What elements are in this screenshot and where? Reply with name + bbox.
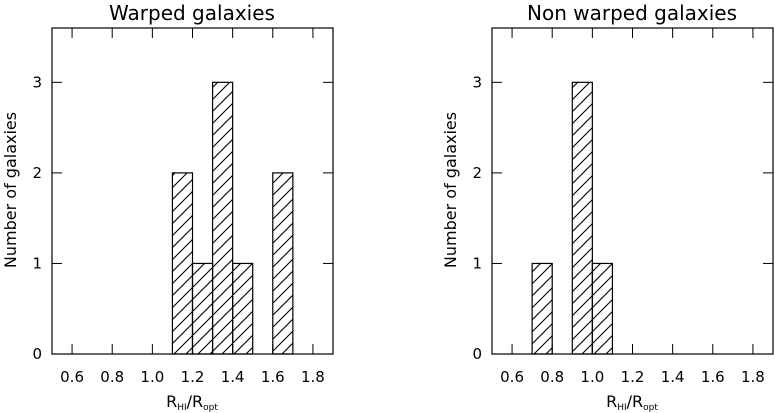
right-x-tick-label-7: 1.8 xyxy=(741,368,765,386)
right-x-tick-label-4: 1.2 xyxy=(621,368,645,386)
right-plot-area: 0.6 0.8 1.0 1.2 1.4 1.6 1.8 0 1 2 3 xyxy=(472,27,774,386)
left-bar-3 xyxy=(211,81,234,355)
right-x-axis-title-main2: R xyxy=(632,392,643,411)
left-plot-area: 0.6 0.8 1.0 1.2 1.4 1.6 1.8 0 1 2 3 xyxy=(32,27,334,386)
right-histogram: Non warped galaxies 0.6 0.8 1.0 1.2 1.4 1.6 1.… xyxy=(441,1,774,413)
left-chart-title: Warped galaxies xyxy=(109,1,275,25)
left-y-axis-title: Number of galaxies xyxy=(1,112,20,268)
left-x-tick-label-1: 0.6 xyxy=(60,368,84,386)
right-bar-2 xyxy=(571,81,593,355)
right-x-tick-label-3: 1.0 xyxy=(580,368,604,386)
left-y-tick-label-4: 3 xyxy=(32,73,42,91)
left-x-tick-label-3: 1.0 xyxy=(140,368,164,386)
right-x-axis-title-sub1: HI xyxy=(617,403,626,413)
right-x-tick-label-2: 0.8 xyxy=(540,368,564,386)
left-y-tick-label-1: 0 xyxy=(32,345,42,363)
right-x-tick-label-1: 0.6 xyxy=(500,368,524,386)
left-x-axis-title-main: R xyxy=(166,392,177,411)
left-bar-5 xyxy=(272,172,294,355)
left-x-axis-title-slash: / xyxy=(187,392,193,411)
right-y-tick-label-3: 2 xyxy=(472,164,482,182)
left-bar-2 xyxy=(191,262,214,355)
right-y-tick-label-4: 3 xyxy=(472,73,482,91)
right-y-tick-label-1: 0 xyxy=(472,345,482,363)
right-x-tick-label-6: 1.6 xyxy=(701,368,725,386)
left-bar-1 xyxy=(171,172,194,355)
left-x-axis-title: RHI/Ropt xyxy=(166,392,218,413)
right-x-axis-title-main: R xyxy=(606,392,617,411)
left-x-tick-label-6: 1.6 xyxy=(261,368,285,386)
right-x-axis-title-slash: / xyxy=(627,392,633,411)
left-x-axis-title-sub1: HI xyxy=(177,403,186,413)
right-bar-3 xyxy=(591,262,614,355)
left-y-tick-label-2: 1 xyxy=(32,254,42,272)
right-x-tick-label-5: 1.4 xyxy=(661,368,685,386)
left-x-tick-label-5: 1.4 xyxy=(221,368,245,386)
right-y-axis-title: Number of galaxies xyxy=(441,112,460,268)
right-y-tick-label-2: 1 xyxy=(472,254,482,272)
left-y-tick-label-3: 2 xyxy=(32,164,42,182)
left-x-axis-title-sub2: opt xyxy=(203,403,218,413)
left-x-tick-label-2: 0.8 xyxy=(100,368,124,386)
left-x-tick-label-4: 1.2 xyxy=(181,368,205,386)
right-chart-title: Non warped galaxies xyxy=(527,1,737,25)
right-bar-1 xyxy=(531,262,553,355)
left-x-axis-title-main2: R xyxy=(192,392,203,411)
left-bar-4 xyxy=(232,262,254,355)
left-x-tick-label-7: 1.8 xyxy=(301,368,325,386)
right-x-axis-title-sub2: opt xyxy=(643,403,658,413)
right-x-axis-title: RHI/Ropt xyxy=(606,392,658,413)
left-histogram: Warped galaxies 0.6 0.8 1.0 1.2 1.4 1.6 1.8 0 1 2… xyxy=(1,1,334,413)
